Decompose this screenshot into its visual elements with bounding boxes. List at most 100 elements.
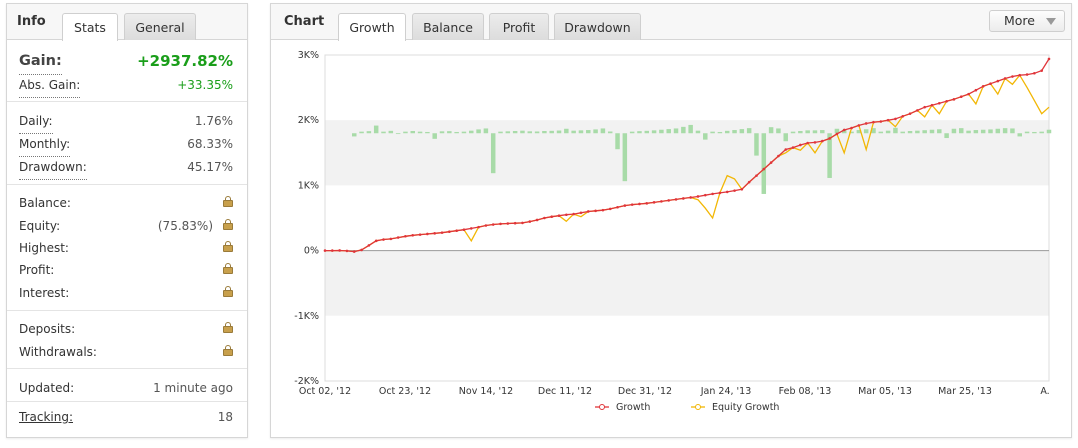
updated-value: 1 minute ago bbox=[153, 381, 233, 395]
growth-point bbox=[418, 233, 422, 236]
tab-growth[interactable]: Growth bbox=[338, 13, 406, 41]
daily-bar bbox=[783, 133, 788, 142]
interest-lock[interactable] bbox=[223, 282, 233, 304]
daily-bar bbox=[359, 131, 364, 134]
y-tick-label: -2K% bbox=[294, 376, 319, 387]
daily-bar bbox=[637, 131, 642, 134]
daily-bar bbox=[856, 130, 862, 134]
plot-band bbox=[325, 250, 1049, 316]
withdrawals-lock[interactable] bbox=[223, 341, 233, 363]
deposits-row: Deposits: bbox=[19, 318, 233, 340]
tracking-value: 18 bbox=[217, 410, 233, 424]
profit-label: Profit: bbox=[19, 263, 55, 277]
growth-point bbox=[360, 248, 363, 252]
growth-point bbox=[674, 198, 678, 201]
legend-label: Growth bbox=[616, 402, 650, 413]
growth-point bbox=[828, 137, 831, 140]
daily-bar bbox=[542, 131, 547, 134]
growth-point bbox=[923, 105, 926, 109]
growth-point bbox=[850, 126, 853, 130]
growth-point bbox=[667, 199, 671, 202]
daily-bar bbox=[483, 128, 489, 134]
daily-bar bbox=[629, 131, 635, 134]
profit-lock[interactable] bbox=[223, 259, 233, 281]
growth-point bbox=[331, 249, 334, 252]
x-tick-label: Oct 02, '12 bbox=[299, 386, 351, 397]
daily-bar bbox=[439, 131, 445, 134]
tab-general[interactable]: General bbox=[124, 13, 196, 40]
growth-point bbox=[696, 195, 700, 198]
deposits-label: Deposits: bbox=[19, 322, 76, 336]
growth-point bbox=[367, 244, 371, 247]
growth-point bbox=[879, 120, 883, 123]
updated-label: Updated: bbox=[19, 381, 75, 395]
growth-point bbox=[411, 233, 415, 237]
daily-bar bbox=[615, 133, 620, 150]
daily-bar bbox=[768, 127, 774, 134]
growth-point bbox=[448, 230, 451, 233]
info-tabbar: Info Stats General bbox=[7, 4, 247, 41]
interest-row: Interest: bbox=[19, 282, 233, 304]
divider bbox=[7, 368, 247, 369]
daily-value: 1.76% bbox=[194, 114, 233, 128]
daily-bar bbox=[432, 133, 437, 139]
deposits-lock[interactable] bbox=[223, 318, 233, 340]
tracking-link[interactable]: Tracking: bbox=[19, 410, 73, 424]
growth-point bbox=[959, 95, 963, 99]
tab-drawdown[interactable]: Drawdown bbox=[554, 13, 641, 40]
growth-point bbox=[382, 238, 385, 241]
growth-point bbox=[857, 124, 861, 127]
daily-bar bbox=[812, 130, 818, 134]
daily-bar bbox=[447, 131, 452, 134]
daily-bar bbox=[1017, 133, 1022, 137]
growth-point bbox=[967, 92, 970, 96]
growth-point bbox=[433, 232, 436, 235]
daily-bar bbox=[498, 131, 503, 134]
growth-point bbox=[616, 205, 619, 209]
x-tick-label: Mar 25, '13 bbox=[938, 386, 992, 397]
growth-point bbox=[703, 193, 707, 197]
tab-profit[interactable]: Profit bbox=[489, 13, 549, 40]
growth-point bbox=[806, 141, 809, 145]
profit-row: Profit: bbox=[19, 259, 233, 281]
daily-bar bbox=[505, 131, 511, 134]
daily-bar bbox=[461, 131, 467, 134]
daily-bar bbox=[564, 128, 569, 134]
daily-bar bbox=[929, 129, 935, 134]
growth-point bbox=[1003, 77, 1007, 80]
divider bbox=[7, 101, 247, 102]
tab-balance[interactable]: Balance bbox=[412, 13, 484, 40]
daily-bar bbox=[973, 130, 979, 134]
daily-bar bbox=[1024, 131, 1030, 134]
lock-icon bbox=[223, 286, 233, 297]
y-tick-label: 1K% bbox=[298, 180, 319, 191]
updated-row: Updated: 1 minute ago bbox=[19, 377, 233, 399]
daily-bar bbox=[893, 127, 898, 134]
abs-gain-label: Abs. Gain: bbox=[19, 74, 81, 98]
x-tick-label: Oct 23, '12 bbox=[379, 386, 431, 397]
drawdown-value: 45.17% bbox=[187, 160, 233, 174]
growth-point bbox=[872, 120, 875, 124]
daily-bar bbox=[490, 133, 496, 174]
more-dropdown[interactable]: More bbox=[989, 10, 1065, 32]
equity-lock[interactable] bbox=[223, 215, 233, 237]
growth-point bbox=[1018, 73, 1022, 77]
growth-point bbox=[864, 122, 868, 125]
gain-label: Gain: bbox=[19, 49, 62, 75]
legend-marker bbox=[599, 404, 605, 410]
balance-lock[interactable] bbox=[223, 192, 233, 214]
daily-bar bbox=[966, 130, 971, 134]
daily-bar bbox=[681, 126, 686, 134]
lock-icon bbox=[223, 219, 233, 230]
daily-bar bbox=[352, 133, 357, 137]
daily-bar bbox=[695, 130, 701, 134]
tab-stats[interactable]: Stats bbox=[62, 13, 118, 41]
daily-bar bbox=[403, 131, 408, 134]
chart-panel-title: Chart bbox=[284, 14, 325, 29]
growth-point bbox=[901, 114, 905, 118]
tracking-row: Tracking: 18 bbox=[19, 406, 233, 428]
highest-lock[interactable] bbox=[223, 237, 233, 259]
balance-row: Balance: bbox=[19, 192, 233, 214]
growth-point bbox=[506, 222, 510, 225]
growth-point bbox=[543, 216, 546, 220]
